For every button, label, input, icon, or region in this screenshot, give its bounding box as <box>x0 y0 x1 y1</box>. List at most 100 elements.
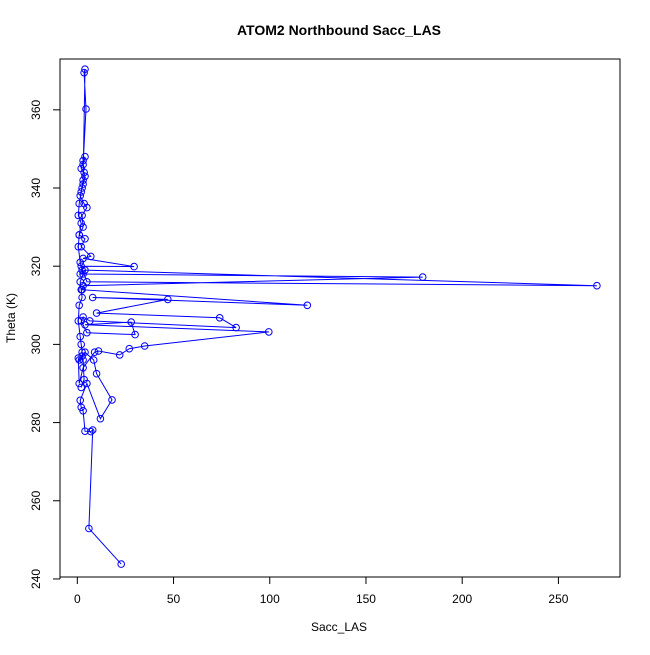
y-tick-label: 260 <box>29 490 43 510</box>
data-point <box>77 317 85 325</box>
data-point <box>76 332 84 341</box>
data-point <box>80 199 88 208</box>
y-tick-label: 320 <box>29 256 43 276</box>
data-point <box>232 323 240 332</box>
plot-area-frame <box>59 58 621 578</box>
data-point <box>79 270 87 278</box>
data-point <box>87 427 95 436</box>
data-point <box>74 211 83 220</box>
data-point <box>80 68 88 77</box>
data-point <box>76 270 84 278</box>
data-point <box>79 356 87 364</box>
data-point <box>75 199 83 208</box>
data-point <box>79 313 87 321</box>
data-point <box>76 258 84 267</box>
y-tick-label: 280 <box>29 412 43 432</box>
chart-title: ATOM2 Northbound Sacc_LAS <box>237 22 441 38</box>
data-point <box>76 396 84 405</box>
data-point <box>215 314 224 322</box>
data-point <box>78 266 86 274</box>
data-point <box>81 235 89 243</box>
data-point <box>74 242 83 251</box>
data-point <box>77 164 85 173</box>
data-point <box>92 309 101 317</box>
data-point <box>77 262 85 271</box>
data-point <box>164 295 172 304</box>
data-point <box>78 348 86 357</box>
data-point <box>418 273 427 281</box>
data-point <box>81 65 89 73</box>
data-point <box>74 317 83 325</box>
data-point <box>79 176 87 184</box>
data-point <box>140 342 149 350</box>
data-point <box>94 347 103 355</box>
data-point <box>81 266 89 274</box>
data-point <box>81 172 89 181</box>
data-point <box>77 383 85 392</box>
x-tick-label: 250 <box>548 592 568 606</box>
x-tick-label: 0 <box>74 592 81 606</box>
data-point <box>75 379 83 388</box>
series-line <box>77 69 597 565</box>
x-tick-label: 150 <box>356 592 376 606</box>
data-point <box>78 211 86 220</box>
data-point <box>80 375 88 384</box>
data-point <box>79 364 87 372</box>
x-tick-label: 100 <box>260 592 280 606</box>
data-point <box>82 105 90 113</box>
data-point <box>74 354 83 362</box>
y-tick-label: 300 <box>29 334 43 354</box>
data-point <box>78 293 86 302</box>
data-point <box>75 231 83 239</box>
series-layer <box>74 65 601 568</box>
data-point <box>79 223 87 231</box>
data-point <box>125 344 134 353</box>
data-point <box>88 426 97 434</box>
data-point <box>81 427 89 436</box>
data-point <box>78 184 86 192</box>
data-point <box>79 180 87 188</box>
y-tick-label: 240 <box>29 569 43 589</box>
data-point <box>127 318 135 326</box>
data-point <box>89 356 98 364</box>
data-point <box>76 192 84 200</box>
data-point <box>90 348 99 357</box>
data-point <box>76 278 84 286</box>
data-point <box>265 328 273 336</box>
x-axis-label: Sacc_LAS <box>311 620 367 634</box>
data-point <box>77 340 85 349</box>
data-point <box>85 524 93 533</box>
data-point <box>77 219 85 227</box>
data-point <box>77 285 85 294</box>
data-point <box>75 301 83 310</box>
data-point <box>81 321 89 329</box>
data-point <box>115 351 124 359</box>
data-point <box>87 252 95 261</box>
data-point <box>77 242 85 251</box>
y-tick-label: 360 <box>29 99 43 119</box>
y-tick-label: 340 <box>29 178 43 198</box>
x-axis: 0 50 100 150 200 250 <box>74 576 569 606</box>
x-tick-label: 50 <box>167 592 181 606</box>
data-point <box>92 369 101 378</box>
y-axis-label: Theta (K) <box>4 293 18 343</box>
data-point <box>77 188 85 196</box>
data-point <box>303 301 312 310</box>
y-axis: 240 260 280 300 320 340 360 <box>29 99 61 589</box>
data-point <box>593 281 601 290</box>
data-point <box>117 560 125 568</box>
data-point <box>79 160 87 169</box>
data-point <box>130 262 138 271</box>
x-tick-label: 200 <box>452 592 472 606</box>
data-point <box>108 396 116 404</box>
data-point <box>83 328 91 337</box>
data-point <box>77 403 85 412</box>
data-point <box>81 152 89 161</box>
data-point <box>131 330 139 339</box>
data-point <box>79 156 87 165</box>
data-point <box>96 414 105 423</box>
data-point <box>86 317 94 325</box>
data-point <box>88 293 97 302</box>
